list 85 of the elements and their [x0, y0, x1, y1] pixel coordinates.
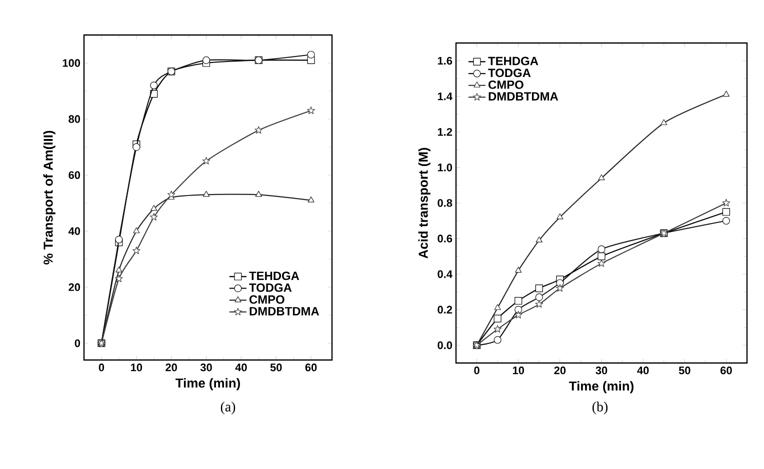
legend-label: CMPO — [249, 295, 284, 304]
legend-label: CMPO — [488, 80, 524, 89]
point — [598, 245, 606, 254]
point — [514, 310, 522, 318]
y-tick-label: 0.0 — [438, 341, 452, 350]
point — [514, 306, 522, 314]
point — [150, 204, 158, 211]
x-tick-label: 20 — [166, 364, 177, 372]
text: (b) — [592, 402, 608, 414]
point — [722, 208, 730, 216]
legend-label: TODGA — [249, 283, 292, 292]
x-tick-label: 30 — [200, 364, 212, 372]
y-tick-label: 0.4 — [438, 270, 452, 278]
point — [254, 126, 263, 134]
point — [535, 300, 544, 308]
y-tick-label: 0 — [74, 339, 80, 348]
point — [598, 259, 606, 267]
point — [536, 236, 542, 242]
legend-label: TEHDGA — [488, 56, 538, 66]
point — [114, 274, 123, 282]
point — [202, 56, 210, 64]
x-axis-title: Time (min) — [569, 381, 634, 394]
y-tick-label: 20 — [68, 283, 80, 292]
x-tick-label: 60 — [305, 364, 317, 372]
point — [202, 156, 210, 164]
point — [722, 90, 730, 97]
point — [255, 190, 262, 197]
point — [660, 119, 668, 126]
y-tick-label: 1.4 — [438, 92, 452, 100]
x-tick-label: 20 — [554, 366, 566, 374]
text: (a) — [220, 402, 236, 414]
x-tick-label: 10 — [130, 364, 142, 372]
point — [202, 190, 210, 197]
y-tick-label: 40 — [68, 227, 80, 235]
point — [308, 196, 314, 202]
x-tick-label: 50 — [270, 364, 282, 372]
x-tick-label: 0 — [98, 364, 104, 372]
point — [722, 216, 730, 225]
point — [556, 279, 564, 287]
x-tick-label: 40 — [235, 364, 247, 372]
point — [535, 284, 543, 292]
y-tick-label: 60 — [68, 171, 80, 179]
x-tick-label: 30 — [596, 366, 608, 374]
point — [132, 246, 140, 254]
point — [598, 252, 606, 260]
legend-label: TODGA — [488, 68, 531, 78]
point — [515, 266, 522, 273]
x-tick-label: 10 — [512, 366, 524, 374]
x-tick-label: 40 — [637, 366, 649, 374]
point — [556, 213, 564, 220]
y-axis-title: Acid transport (M) — [418, 148, 430, 258]
y-axis-title: % Transport of Am(III) — [43, 130, 56, 264]
y-tick-label: 1.6 — [438, 56, 452, 65]
point — [514, 296, 522, 305]
y-tick-label: 0.8 — [438, 199, 452, 207]
y-tick-label: 0.2 — [438, 306, 452, 314]
point — [133, 227, 140, 234]
legend-label: DMDBTDMA — [250, 307, 320, 316]
point — [494, 325, 502, 333]
point — [494, 336, 502, 344]
y-tick-label: 80 — [68, 115, 80, 123]
point — [535, 293, 543, 302]
point — [494, 304, 501, 310]
point — [115, 236, 123, 244]
point — [556, 284, 564, 292]
y-tick-label: 1.0 — [438, 164, 452, 172]
point — [167, 190, 176, 198]
y-tick-label: 1.2 — [438, 128, 452, 136]
x-axis-title: Time (min) — [176, 378, 240, 390]
x-tick-label: 0 — [474, 366, 480, 374]
y-tick-label: 0.6 — [438, 234, 452, 242]
point — [722, 198, 730, 206]
legend-label: DMDBTDMA — [488, 92, 558, 101]
point — [150, 212, 158, 221]
point — [307, 106, 315, 114]
point — [132, 143, 140, 151]
legend-label: TEHDGA — [249, 272, 300, 280]
point — [116, 266, 122, 272]
point — [307, 50, 315, 58]
x-tick-label: 60 — [720, 366, 732, 374]
point — [494, 314, 502, 322]
x-tick-label: 50 — [678, 366, 690, 374]
point — [150, 82, 158, 90]
point — [598, 174, 605, 180]
y-tick-label: 100 — [62, 59, 80, 67]
